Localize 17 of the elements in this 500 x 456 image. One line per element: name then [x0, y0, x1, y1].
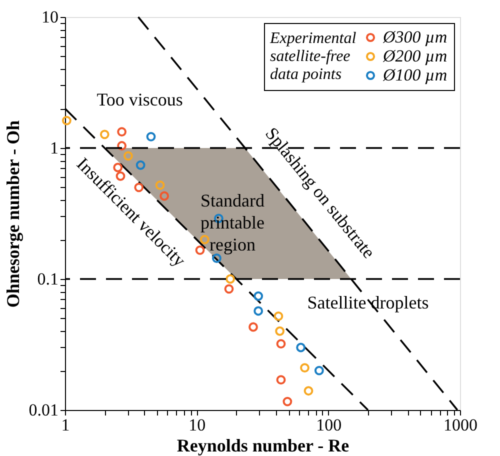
annotation: Too viscous	[96, 90, 183, 110]
annotation: Satellite droplets	[307, 292, 429, 313]
annotation: Standard printable region	[200, 190, 264, 255]
x-tick-label: 1000	[444, 416, 478, 434]
y-tick-label: 10	[42, 8, 58, 26]
y-tick-label: 0.1	[37, 270, 58, 288]
x-tick-label: 10	[188, 416, 206, 434]
x-axis-title: Reynolds number - Re	[176, 436, 350, 456]
x-tick-label: 1	[61, 416, 70, 434]
y-axis-title: Ohnesorge number - Oh	[2, 120, 23, 308]
legend-label: Ø300 µm	[382, 28, 448, 46]
legend-title: Experimental satellite-free data points	[269, 30, 357, 83]
y-tick-label: 1	[50, 138, 58, 158]
legend-label: Ø100 µm	[382, 66, 448, 84]
x-tick-label: 100	[316, 416, 342, 434]
y-tick-label: 0.01	[28, 400, 58, 420]
legend-label: Ø200 µm	[382, 46, 448, 66]
